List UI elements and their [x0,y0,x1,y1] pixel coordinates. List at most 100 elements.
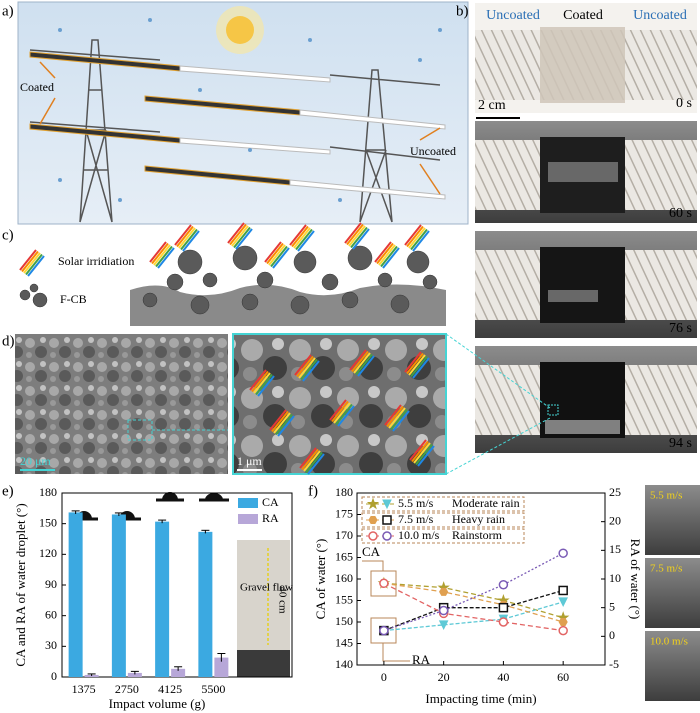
scale-label: 1 μm [237,454,262,468]
time-label: 0 s [676,96,692,111]
photo-label: 7.5 m/s [650,563,682,575]
photo-label: 10.0 m/s [650,636,688,648]
series-line [383,601,564,632]
y2-tick-label: 15 [609,542,621,556]
y2-tick-label: 0 [609,628,615,642]
legend-label: Moderate rain [452,496,520,510]
time-label: 76 s [669,321,692,336]
scale-label: 2 cm [478,98,506,113]
bar [198,531,213,677]
y2-tick-label: -5 [609,657,619,671]
annotation-arrow [382,643,410,662]
photo-label: 40 cm [276,586,288,614]
bar [155,521,170,677]
sun [226,16,254,44]
bar [68,512,83,677]
marker [368,516,378,524]
x-tick-label: 0 [381,670,387,684]
legend-swatch [238,498,258,508]
marker [366,497,380,510]
marker [558,548,568,558]
photo [237,650,290,677]
panel-label: a) [2,3,14,19]
x-tick-label: 4125 [158,682,182,696]
marker [438,620,449,630]
marker [382,531,392,541]
legend-box [361,512,525,528]
marker [558,585,568,596]
photo [645,485,700,555]
zoom-line [445,333,551,409]
header: Uncoated [633,8,687,23]
marker [558,625,568,636]
y-tick-label: 175 [335,506,353,520]
series-line [383,582,564,623]
photo [645,631,700,701]
y-tick-label: 140 [335,657,353,671]
x-tick-label: 5500 [201,682,225,696]
series-line [383,582,564,619]
particles [19,245,438,315]
annotation: Uncoated [410,144,456,158]
marker [379,578,389,589]
annotation: CA [362,544,381,559]
photo [475,3,697,453]
x-tick-label: 2750 [115,682,139,696]
x-axis-label: Impact volume (g) [109,696,206,711]
legend-label: Solar irridiation [58,254,134,268]
y-axis-label: CA and RA of water droplet (°) [13,503,28,666]
annotation: RA [412,652,431,667]
sem-image [15,334,228,474]
y-tick-label: 0 [51,669,57,683]
y-axis-label: CA of water (°) [313,539,328,620]
y-tick-label: 120 [39,546,57,560]
zoom-box [127,419,153,441]
y-tick-label: 165 [335,549,353,563]
legend-box [361,528,525,544]
series-line [383,589,564,632]
arrow [39,61,56,79]
annotation: Coated [20,80,54,94]
marker [558,618,568,626]
photo [645,558,700,628]
panel-label: b) [456,3,469,19]
panel-label: f) [308,483,318,499]
series-line [383,552,564,632]
legend-swatch [238,514,258,524]
y-tick-label: 90 [45,577,57,591]
cables [29,51,446,200]
bar [171,668,186,677]
marker [438,605,449,616]
legend-label: Rainstorm [452,528,503,542]
y-tick-label: 150 [335,614,353,628]
raindrops [58,18,442,202]
y-tick-label: 160 [335,571,353,585]
y-tick-label: 180 [39,485,57,499]
marker [498,602,509,613]
marker [382,499,392,510]
marker [382,515,392,525]
marker [498,617,509,627]
y2-axis-label: RA of water (°) [628,539,643,620]
panel-label: c) [2,227,14,243]
series-line [383,582,564,632]
y-tick-label: 170 [335,528,353,542]
y-tick-label: 155 [335,592,353,606]
marker [439,587,449,596]
y2-tick-label: 10 [609,571,621,585]
substrate [130,284,446,326]
photo-label: 5.5 m/s [650,490,682,502]
y2-tick-label: 25 [609,485,621,499]
y-tick-label: 30 [45,638,57,652]
x-axis-label: Impacting time (min) [425,691,536,706]
bar [111,514,126,677]
sem-zoom [232,333,447,475]
arrow [419,163,441,195]
marker [379,625,389,636]
time-label: 60 s [669,206,692,221]
legend-label: 7.5 m/s [398,512,434,526]
legend-label: Heavy rain [452,512,505,526]
header: Coated [563,8,603,23]
legend-box [361,496,525,512]
